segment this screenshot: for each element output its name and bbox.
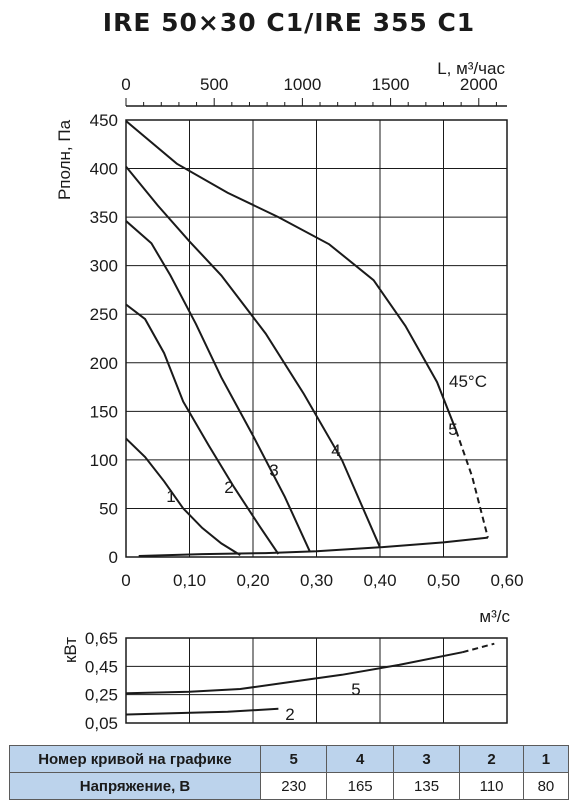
y-tick-label: 450 xyxy=(90,111,118,130)
fan-performance-chart: 0 0,10 0,20 0,30 0,40 0,50 0,60050100150200250… xyxy=(55,59,524,733)
curve-label-4: 4 xyxy=(331,441,340,460)
power-y-tick-label: 0,65 xyxy=(85,629,118,648)
table-cell: 3 xyxy=(392,745,461,773)
system-resistance-curve xyxy=(138,536,489,557)
pressure-curve-3 xyxy=(125,220,312,553)
table-cell: 5 xyxy=(259,745,328,773)
x2-axis-label: L, м³/час xyxy=(437,59,505,78)
pressure-curve-5-dashed xyxy=(455,430,489,538)
table-row: Номер кривой на графике 5 4 3 2 1 xyxy=(9,745,570,773)
x-tick-label: 0,60 xyxy=(490,571,523,590)
y-axis-label: Рполн, Па xyxy=(55,119,74,200)
pressure-curve-1 xyxy=(125,437,241,556)
table-cell: 230 xyxy=(259,772,328,800)
curve-label-3: 3 xyxy=(269,461,278,480)
pressure-curve-2 xyxy=(125,303,280,555)
x-tick-label: 0,50 xyxy=(427,571,460,590)
y-tick-label: 50 xyxy=(99,499,118,518)
power-curve-5 xyxy=(125,651,463,695)
x-tick-label: 0 xyxy=(121,571,130,590)
table-cell: 80 xyxy=(522,772,570,800)
power-grid xyxy=(125,637,508,724)
table-cell: 165 xyxy=(326,772,394,800)
y-tick-label: 200 xyxy=(90,354,118,373)
power-curve-label-2: 2 xyxy=(285,705,294,724)
curve-label-1: 1 xyxy=(166,487,175,506)
x2-tick-label: 500 xyxy=(200,75,228,94)
power-y-tick-label: 0,45 xyxy=(85,657,118,676)
y-tick-label: 250 xyxy=(90,305,118,324)
chart-title: IRE 50×30 C1/IRE 355 C1 xyxy=(102,8,476,37)
power-curves xyxy=(125,642,495,716)
power-y-tick-label: 0,05 xyxy=(85,714,118,733)
curve-number-header: Номер кривой на графике xyxy=(9,745,261,773)
x-tick-label: 0,40 xyxy=(363,571,396,590)
main-curves xyxy=(125,120,489,557)
y-tick-label: 400 xyxy=(90,160,118,179)
x-axis-label: м³/с xyxy=(479,607,510,626)
table-cell: 2 xyxy=(459,745,524,773)
y-tick-label: 0 xyxy=(109,548,118,567)
table-cell: 1 xyxy=(522,745,570,773)
table-cell: 135 xyxy=(392,772,461,800)
pressure-curve-4 xyxy=(125,165,381,548)
x2-tick-label: 1500 xyxy=(372,75,410,94)
x2-tick-label: 1000 xyxy=(283,75,321,94)
main-labels: 1 2 3 4 5 xyxy=(166,420,457,506)
power-labels: 52 xyxy=(285,680,360,724)
main-ticks: 0 0,10 0,20 0,30 0,40 0,50 0,60050100150200250… xyxy=(90,75,524,590)
power-curve-2 xyxy=(125,707,279,716)
curve-label-2: 2 xyxy=(224,478,233,497)
table-row: Напряжение, В 230 165 135 110 80 xyxy=(9,772,570,800)
x-tick-label: 0,10 xyxy=(173,571,206,590)
power-curve-label-5: 5 xyxy=(351,680,360,699)
power-curve-5-dashed xyxy=(462,642,495,654)
curve-label-5: 5 xyxy=(448,420,457,439)
voltage-header: Напряжение, В xyxy=(9,772,261,800)
table-cell: 4 xyxy=(326,745,394,773)
temperature-annotation: 45°C xyxy=(449,372,487,391)
pressure-curve-5 xyxy=(125,120,458,432)
y-tick-label: 150 xyxy=(90,402,118,421)
spec-table: Номер кривой на графике 5 4 3 2 1 Напряж… xyxy=(9,745,570,800)
y-tick-label: 350 xyxy=(90,208,118,227)
main-grid xyxy=(125,98,508,558)
power-ticks: 0,65 0,45 0,25 0,05 xyxy=(85,629,118,733)
y-tick-label: 300 xyxy=(90,257,118,276)
y-tick-label: 100 xyxy=(90,451,118,470)
x-tick-label: 0,20 xyxy=(236,571,269,590)
power-y-tick-label: 0,25 xyxy=(85,686,118,705)
x2-tick-label: 2000 xyxy=(460,75,498,94)
x2-tick-label: 0 xyxy=(121,75,130,94)
table-cell: 110 xyxy=(459,772,524,800)
x-tick-label: 0,30 xyxy=(300,571,333,590)
power-y-axis-label: кВт xyxy=(61,637,80,663)
